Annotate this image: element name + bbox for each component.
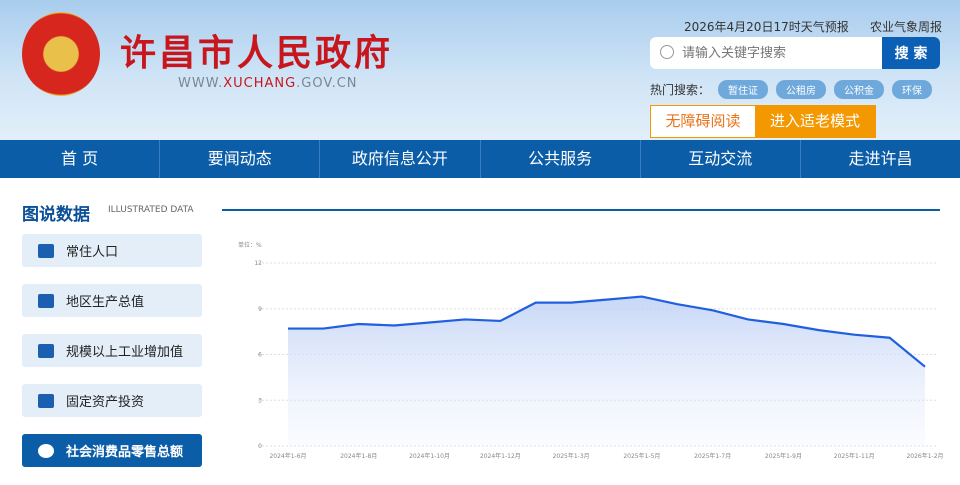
y-tick-label: 6 xyxy=(258,352,262,359)
sidebar-item-label: 固定资产投资 xyxy=(66,395,145,410)
hot-tag[interactable]: 环保 xyxy=(892,80,933,99)
y-tick-label: 9 xyxy=(258,306,262,313)
search-button[interactable]: 搜 索 xyxy=(882,37,940,69)
hot-tag[interactable]: 公租房 xyxy=(776,80,827,99)
x-tick-label: 2025年1-5月 xyxy=(623,452,660,460)
x-tick-label: 2025年1-3月 xyxy=(553,452,590,460)
accessible-reading-button[interactable]: 无障碍阅读 xyxy=(651,106,755,137)
sidebar-item-gdp[interactable]: 地区生产总值 xyxy=(22,284,202,317)
url-main: XUCHANG xyxy=(223,76,297,91)
weather-link[interactable]: 2026年4月20日17时天气预报 xyxy=(684,20,849,34)
national-emblem-logo xyxy=(22,12,100,96)
x-tick-label: 2026年1-2月 xyxy=(906,452,943,460)
sidebar-item-label: 常住人口 xyxy=(66,245,119,260)
section-title: 图说数据 xyxy=(22,205,90,225)
sidebar-item-industry[interactable]: 规模以上工业增加值 xyxy=(22,334,202,367)
section-subtitle: ILLUSTRATED DATA xyxy=(108,205,194,215)
x-tick-label: 2024年1-10月 xyxy=(409,452,450,460)
nav-gov-info[interactable]: 政府信息公开 xyxy=(320,140,481,178)
x-tick-label: 2024年1-6月 xyxy=(269,452,306,460)
investment-icon xyxy=(38,393,54,408)
accessibility-bar: 无障碍阅读 进入适老模式 xyxy=(650,105,876,138)
sidebar-item-population[interactable]: 常住人口 xyxy=(22,234,202,267)
agri-weather-link[interactable]: 农业气象周报 xyxy=(870,20,943,34)
url-suffix: .GOV.CN xyxy=(296,76,358,91)
money-bag-icon xyxy=(38,443,54,458)
sidebar-item-investment[interactable]: 固定资产投资 xyxy=(22,384,202,417)
unit-label: 单位：% xyxy=(238,241,262,249)
elder-mode-button[interactable]: 进入适老模式 xyxy=(755,106,875,137)
x-tick-label: 2025年1-9月 xyxy=(765,452,802,460)
site-url: WWW.XUCHANG.GOV.CN xyxy=(178,76,358,91)
data-sidebar: 常住人口 地区生产总值 规模以上工业增加值 固定资产投资 社会消费品零售总额 xyxy=(22,234,202,484)
factory-icon xyxy=(38,343,54,358)
hot-search: 热门搜索： 暂住证 公租房 公积金 环保 xyxy=(650,80,933,99)
search-box: 搜 索 xyxy=(650,37,940,69)
sidebar-item-label: 社会消费品零售总额 xyxy=(66,445,184,460)
url-prefix: WWW. xyxy=(178,76,224,91)
header: 许昌市人民政府 WWW.XUCHANG.GOV.CN 2026年4月20日17时… xyxy=(0,0,960,140)
x-tick-label: 2024年1-8月 xyxy=(340,452,377,460)
y-tick-label: 0 xyxy=(258,443,262,450)
site-title[interactable]: 许昌市人民政府 xyxy=(120,32,394,74)
section-divider xyxy=(222,209,940,211)
x-tick-label: 2025年1-7月 xyxy=(694,452,731,460)
nav-news[interactable]: 要闻动态 xyxy=(160,140,321,178)
y-tick-label: 12 xyxy=(254,260,262,267)
x-tick-label: 2025年1-11月 xyxy=(834,452,875,460)
sidebar-item-label: 地区生产总值 xyxy=(66,295,145,310)
retail-sales-chart: 单位：% 0 3 6 9 12 2024年1-6月 2024年1-8月 2024年1-10月 20… xyxy=(238,241,944,460)
nav-public-service[interactable]: 公共服务 xyxy=(481,140,641,178)
main-nav: 首 页 要闻动态 政府信息公开 公共服务 互动交流 走进许昌 xyxy=(0,140,960,178)
nav-interaction[interactable]: 互动交流 xyxy=(641,140,801,178)
population-icon xyxy=(38,243,54,258)
sidebar-item-retail[interactable]: 社会消费品零售总额 xyxy=(22,434,202,467)
hot-search-label: 热门搜索： xyxy=(650,83,711,97)
area-fill xyxy=(288,296,925,446)
nav-home[interactable]: 首 页 xyxy=(0,140,161,178)
x-tick-label: 2024年1-12月 xyxy=(480,452,521,460)
hot-tag[interactable]: 公积金 xyxy=(834,80,885,99)
search-icon xyxy=(660,45,674,59)
gdp-icon xyxy=(38,293,54,308)
hot-tag[interactable]: 暂住证 xyxy=(718,80,769,99)
search-input[interactable] xyxy=(682,37,882,69)
sidebar-item-label: 规模以上工业增加值 xyxy=(66,345,184,360)
nav-about[interactable]: 走进许昌 xyxy=(848,149,913,168)
y-tick-label: 3 xyxy=(258,397,262,404)
